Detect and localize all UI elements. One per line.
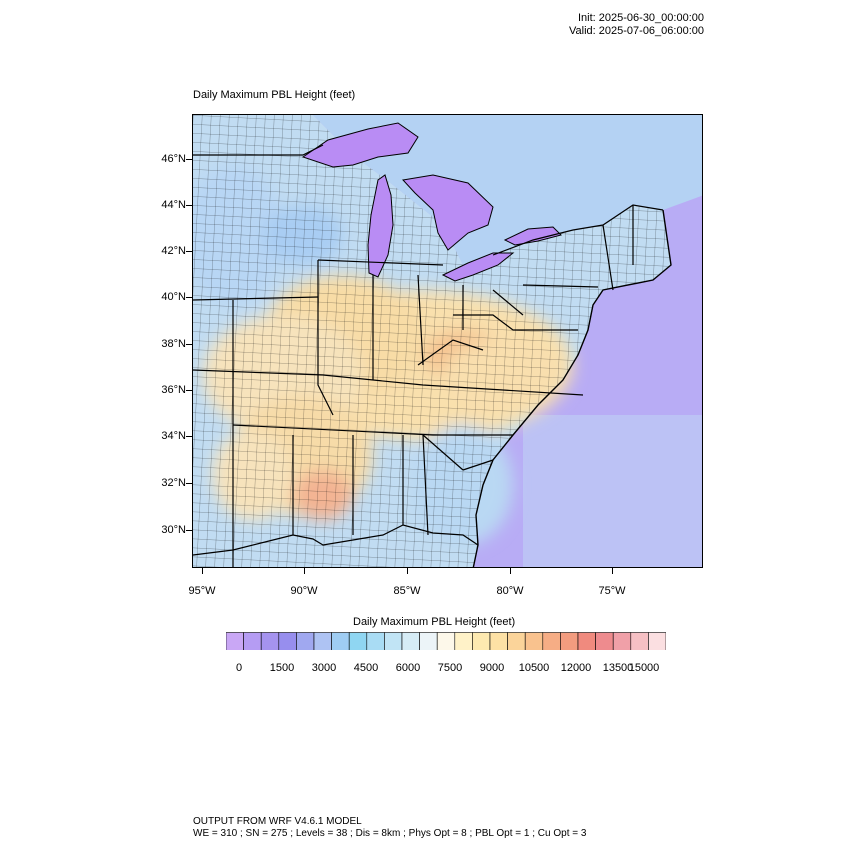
colorbar-swatch: [560, 632, 579, 650]
pbl-height-map: [193, 115, 702, 567]
colorbar-swatch: [472, 632, 491, 650]
colorbar-label: 12000: [560, 662, 592, 674]
colorbar-swatch: [296, 632, 315, 650]
colorbar-swatch: [226, 632, 244, 650]
axis-tick: [510, 568, 511, 574]
axis-tick: [202, 568, 203, 574]
lat-label: 44°N: [161, 199, 186, 211]
axis-tick: [612, 568, 613, 574]
colorbar-swatch: [489, 632, 508, 650]
axis-tick: [186, 390, 192, 391]
colorbar-swatch: [366, 632, 385, 650]
colorbar-swatch: [524, 632, 544, 650]
lon-label: 85°W: [393, 585, 421, 597]
canada-land: [313, 115, 702, 265]
colorbar-swatch: [507, 632, 526, 650]
colorbar-swatch: [243, 632, 262, 650]
axis-tick: [186, 436, 192, 437]
axis-tick: [186, 344, 192, 345]
lon-label: 95°W: [188, 585, 216, 597]
colorbar-swatch: [577, 632, 596, 650]
lat-label: 32°N: [161, 477, 186, 489]
lon-label: 90°W: [290, 585, 318, 597]
colorbar: [226, 632, 666, 650]
lat-label: 40°N: [161, 291, 186, 303]
axis-tick: [186, 297, 192, 298]
axis-tick: [186, 205, 192, 206]
lon-label: 75°W: [598, 585, 626, 597]
axis-tick: [186, 530, 192, 531]
canada-border: [193, 144, 664, 256]
valid-time: Valid: 2025-07-06_06:00:00: [569, 25, 704, 37]
colorbar-swatch: [595, 632, 614, 650]
lat-label: 36°N: [161, 384, 186, 396]
map-title: Daily Maximum PBL Height (feet): [193, 89, 356, 101]
footer-line-model: OUTPUT FROM WRF V4.6.1 MODEL: [193, 816, 362, 827]
colorbar-title: Daily Maximum PBL Height (feet): [353, 616, 516, 628]
lat-label: 42°N: [161, 245, 186, 257]
colorbar-swatch: [401, 632, 420, 650]
colorbar-label: 15000: [628, 662, 660, 674]
colorbar-swatch: [384, 632, 403, 650]
colorbar-swatch: [542, 632, 561, 650]
lat-label: 30°N: [161, 524, 186, 536]
colorbar-swatch: [331, 632, 350, 650]
colorbar-label: 0: [235, 662, 243, 674]
lake-huron: [402, 174, 494, 251]
county-lines: [193, 115, 671, 567]
atlantic-coast: [472, 209, 672, 567]
colorbar-swatch: [612, 632, 632, 650]
colorbar-label: 9000: [479, 662, 505, 674]
lake-michigan: [367, 174, 394, 278]
init-time: Init: 2025-06-30_00:00:00: [578, 12, 704, 24]
colorbar-swatch: [260, 632, 280, 650]
lat-label: 34°N: [161, 430, 186, 442]
lake-ontario: [503, 226, 562, 246]
axis-tick: [186, 159, 192, 160]
colorbar-swatch: [436, 632, 456, 650]
colorbar-label: 13500: [602, 662, 634, 674]
colorbar-label: 3000: [311, 662, 337, 674]
gulf-coast: [193, 524, 479, 556]
colorbar-label: 4500: [353, 662, 379, 674]
state-borders: [193, 205, 634, 567]
axis-tick: [186, 483, 192, 484]
colorbar-label: 6000: [395, 662, 421, 674]
colorbar-swatch: [648, 632, 666, 650]
colorbar-label: 10500: [518, 662, 550, 674]
colorbar-swatch: [348, 632, 368, 650]
axis-tick: [186, 251, 192, 252]
colorbar-swatch: [454, 632, 473, 650]
colorbar-swatch: [278, 632, 297, 650]
lat-label: 38°N: [161, 338, 186, 350]
axis-tick: [407, 568, 408, 574]
axis-tick: [304, 568, 305, 574]
ocean-atlantic-light: [523, 415, 702, 567]
model-footer: OUTPUT FROM WRF V4.6.1 MODEL WE = 310 ; …: [193, 816, 586, 840]
colorbar-label: 7500: [437, 662, 463, 674]
init-valid-block: Init: 2025-06-30_00:00:00 Valid: 2025-07…: [569, 12, 704, 38]
footer-line-config: WE = 310 ; SN = 275 ; Levels = 38 ; Dis …: [193, 828, 587, 839]
colorbar-swatch: [313, 632, 332, 650]
colorbar-swatch: [630, 632, 649, 650]
lon-label: 80°W: [496, 585, 524, 597]
lake-superior: [301, 122, 419, 168]
lat-label: 46°N: [161, 153, 186, 165]
lake-erie: [441, 252, 515, 282]
colorbar-label: 1500: [269, 662, 295, 674]
colorbar-swatch: [419, 632, 438, 650]
map-frame: [192, 114, 703, 568]
